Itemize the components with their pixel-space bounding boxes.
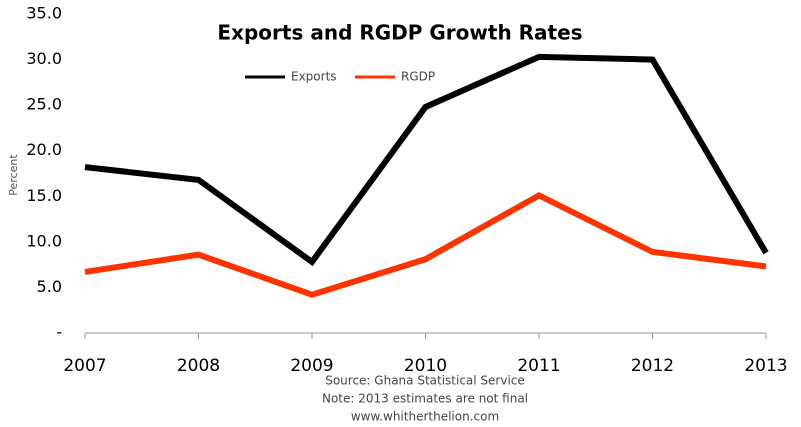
y-tick-label: 30.0 [26, 49, 62, 68]
x-tick-label: 2007 [63, 356, 106, 376]
y-tick-label: 5.0 [37, 277, 62, 296]
y-axis-label: Percent [7, 154, 20, 196]
note: www.whitherthelion.com [351, 410, 499, 424]
chart-title: Exports and RGDP Growth Rates [217, 21, 582, 45]
series-line [84, 53, 769, 267]
x-tick-label: 2013 [744, 356, 787, 376]
note: Source: Ghana Statistical Service [325, 374, 525, 388]
y-tick-label: 20.0 [26, 140, 62, 159]
y-tick-label: - [56, 323, 62, 342]
x-tick-label: 2009 [290, 356, 333, 376]
y-tick-label: 15.0 [26, 186, 62, 205]
series-line [84, 191, 767, 298]
legend-label: RGDP [401, 70, 435, 84]
y-tick-label: 10.0 [26, 231, 62, 250]
note: Note: 2013 estimates are not final [322, 392, 528, 406]
legend-label: Exports [291, 70, 337, 84]
y-tick-label: 35.0 [26, 4, 62, 23]
y-tick-label: 25.0 [26, 95, 62, 114]
x-tick-label: 2012 [631, 356, 674, 376]
x-tick-label: 2011 [517, 356, 560, 376]
x-tick-label: 2010 [404, 356, 447, 376]
x-tick-label: 2008 [177, 356, 220, 376]
